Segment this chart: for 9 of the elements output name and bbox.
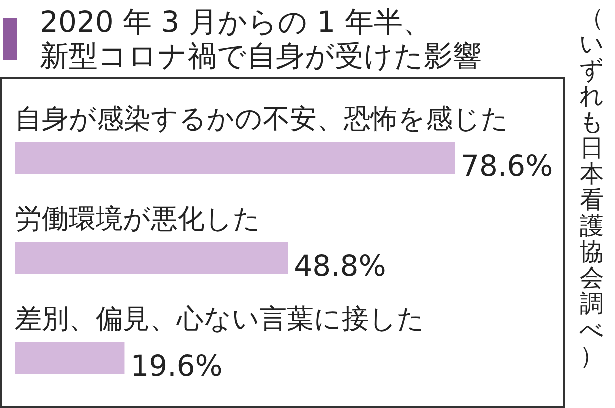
y-tick-label: 差別、偏見、心ない言葉に接した xyxy=(15,304,425,335)
data-label: 48.8% xyxy=(294,249,386,283)
y-tick-label: 労働環境が悪化した xyxy=(15,204,261,235)
data-label: 19.6% xyxy=(130,349,223,383)
text: （いずれも日本看護協会調べ） xyxy=(580,4,604,370)
chart-subtitle: 新型コロナ禍で自身が受けた影響 xyxy=(40,39,482,73)
y-tick-label: 自身が感染するかの不安、恐怖を感じた xyxy=(15,104,509,135)
chart-title: 2020 年 3 月からの 1 年半、 xyxy=(40,5,432,39)
data-label: 78.6% xyxy=(461,149,554,183)
